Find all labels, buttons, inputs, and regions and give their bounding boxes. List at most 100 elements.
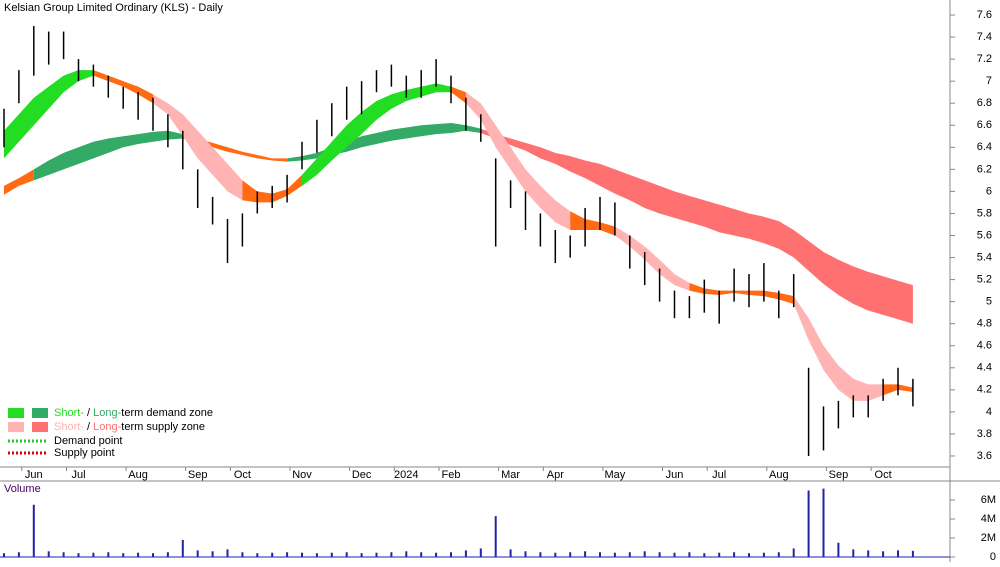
volume-tick-label: 6M bbox=[981, 494, 996, 506]
volume-bar bbox=[688, 552, 691, 557]
volume-bar bbox=[554, 552, 557, 557]
volume-bar bbox=[613, 552, 616, 557]
volume-bar bbox=[822, 488, 825, 557]
volume-bar bbox=[464, 550, 467, 557]
y-tick-label: 3.6 bbox=[977, 450, 992, 462]
x-tick-label: 2024 bbox=[394, 469, 418, 481]
volume-bar bbox=[524, 551, 527, 557]
y-tick-label: 3.8 bbox=[977, 428, 992, 440]
y-tick-label: 5.2 bbox=[977, 274, 992, 286]
volume-bar bbox=[166, 552, 169, 557]
volume-bar bbox=[792, 548, 795, 557]
legend-swatch bbox=[8, 422, 24, 432]
short-term-zone bbox=[4, 70, 94, 159]
x-tick-label: Jul bbox=[712, 469, 726, 481]
volume-bar bbox=[3, 553, 5, 557]
x-tick-label: Dec bbox=[352, 469, 372, 481]
legend-text: Demand point bbox=[54, 435, 123, 447]
legend-text: Short- / Long-term demand zone bbox=[54, 407, 213, 419]
legend-text: Supply point bbox=[54, 447, 115, 459]
legend-part: term supply zone bbox=[121, 421, 205, 433]
long-term-zone bbox=[4, 169, 34, 195]
volume-bar bbox=[107, 552, 110, 557]
legend-text: Short- / Long-term supply zone bbox=[54, 421, 205, 433]
y-tick-label: 6.6 bbox=[977, 119, 992, 131]
volume-bar bbox=[315, 553, 318, 557]
volume-bar bbox=[122, 553, 125, 557]
volume-bar bbox=[405, 551, 408, 557]
volume-bar bbox=[643, 551, 646, 557]
y-tick-label: 7.6 bbox=[977, 9, 992, 21]
volume-bar bbox=[867, 550, 870, 557]
volume-title: Volume bbox=[4, 483, 41, 495]
y-tick-label: 6.2 bbox=[977, 163, 992, 175]
y-tick-label: 5 bbox=[986, 296, 992, 308]
volume-tick-label: 4M bbox=[981, 513, 996, 525]
volume-bar bbox=[211, 551, 214, 557]
volume-bar bbox=[62, 552, 65, 557]
volume-bar bbox=[599, 552, 601, 557]
volume-bar bbox=[584, 551, 587, 557]
legend-swatch bbox=[32, 408, 48, 418]
y-tick-label: 5.4 bbox=[977, 251, 992, 263]
volume-bar bbox=[360, 553, 363, 557]
short-term-zone bbox=[689, 282, 794, 304]
volume-bar bbox=[479, 548, 482, 557]
volume-bar bbox=[271, 552, 274, 557]
volume-bar bbox=[569, 552, 572, 557]
short-term-zone bbox=[570, 211, 615, 236]
legend-part: Long- bbox=[93, 421, 121, 433]
volume-bar bbox=[658, 552, 661, 557]
x-tick-label: Sep bbox=[188, 469, 208, 481]
volume-bar bbox=[301, 552, 303, 557]
legend-part: / bbox=[84, 421, 93, 433]
volume-bar bbox=[509, 549, 512, 557]
y-tick-label: 6.8 bbox=[977, 97, 992, 109]
y-tick-label: 7.2 bbox=[977, 53, 992, 65]
short-term-zone bbox=[451, 86, 466, 104]
legend-swatch bbox=[8, 408, 24, 418]
legend-part: Short- bbox=[54, 407, 84, 419]
volume-bar bbox=[241, 552, 244, 557]
volume-bar bbox=[47, 551, 50, 557]
volume-bar bbox=[330, 552, 333, 557]
y-tick-label: 4.6 bbox=[977, 340, 992, 352]
x-tick-label: Jun bbox=[666, 469, 684, 481]
legend-part: Short- bbox=[54, 421, 84, 433]
x-tick-label: Aug bbox=[769, 469, 789, 481]
volume-bar bbox=[628, 552, 631, 557]
x-tick-label: Sep bbox=[829, 469, 849, 481]
x-tick-label: Jun bbox=[25, 469, 43, 481]
volume-bar bbox=[152, 553, 154, 557]
volume-bar bbox=[882, 551, 885, 557]
chart-title: Kelsian Group Limited Ordinary (KLS) - D… bbox=[4, 2, 223, 14]
long-term-zone bbox=[480, 128, 913, 324]
volume-bar bbox=[256, 553, 259, 557]
short-term-zone bbox=[465, 92, 571, 230]
x-tick-label: Mar bbox=[501, 469, 520, 481]
y-tick-label: 4.4 bbox=[977, 362, 992, 374]
volume-bar bbox=[852, 549, 855, 557]
x-tick-label: Aug bbox=[128, 469, 148, 481]
volume-bar bbox=[345, 552, 348, 557]
y-tick-label: 5.6 bbox=[977, 229, 992, 241]
volume-bar bbox=[718, 552, 721, 557]
volume-bar bbox=[77, 553, 80, 557]
volume-bar bbox=[837, 542, 840, 557]
short-term-zone bbox=[153, 94, 243, 201]
x-tick-label: Nov bbox=[292, 469, 312, 481]
volume-bar bbox=[196, 550, 199, 557]
x-tick-label: Feb bbox=[442, 469, 461, 481]
volume-tick-label: 2M bbox=[981, 532, 996, 544]
volume-bar bbox=[181, 539, 184, 557]
x-tick-label: Apr bbox=[547, 469, 564, 481]
x-tick-label: Oct bbox=[234, 469, 251, 481]
volume-bar bbox=[137, 552, 140, 557]
short-term-zone bbox=[302, 83, 451, 186]
volume-bar bbox=[748, 553, 750, 557]
y-tick-label: 6 bbox=[986, 185, 992, 197]
volume-bar bbox=[494, 516, 497, 557]
legend-part: / bbox=[84, 407, 93, 419]
y-tick-label: 6.4 bbox=[977, 141, 992, 153]
